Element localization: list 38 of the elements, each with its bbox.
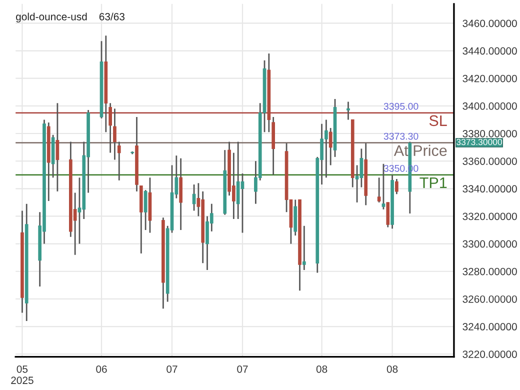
y-tick-label: 3420.00000 [462, 74, 517, 82]
candlestick [377, 176, 381, 204]
candlestick [144, 189, 148, 231]
y-tick-label: 3400.00000 [462, 102, 517, 110]
candlestick [328, 127, 332, 166]
x-tick-label: 08 [386, 365, 398, 373]
y-tick-label: 3220.00000 [462, 350, 517, 358]
ref-line-label: SL [429, 115, 447, 126]
annotation: 3395.00 [384, 102, 418, 110]
candlestick [386, 202, 390, 228]
text: 3373.30000 [456, 138, 502, 146]
candlestick [395, 178, 398, 195]
y-tick-label: 3300.00000 [462, 240, 517, 248]
y-tick-label: 3320.00000 [462, 212, 517, 220]
candlestick [117, 141, 121, 182]
y-tick-label: 3380.00000 [462, 130, 517, 138]
x-tick-label: 08 [316, 365, 328, 373]
y-tick-label: 3360.00000 [462, 158, 517, 165]
candlestick [236, 141, 240, 220]
annotation: 63/63 [99, 12, 124, 20]
annotation: gold-ounce-usd [16, 12, 87, 22]
candlestick [346, 101, 350, 120]
y-tick-label: 3240.00000 [462, 323, 517, 330]
annotation: 3373.30 [384, 132, 418, 140]
x-tick-label: 06 [96, 365, 107, 373]
x-tick-label: 05 2025 [11, 365, 34, 384]
y-tick-label: 3280.00000 [462, 268, 517, 276]
x-tick-label: 07 [237, 365, 248, 373]
candlestick [360, 148, 364, 188]
x-tick-label: 07 [166, 365, 178, 373]
y-tick-label: 3460.00000 [462, 20, 517, 28]
candlestick [240, 172, 244, 234]
candlestick [302, 225, 306, 271]
y-tick-label: 3340.00000 [462, 185, 517, 193]
ref-line-label: TP1 [420, 177, 447, 188]
candlestick [382, 163, 386, 210]
y-tick-label: 3440.00000 [462, 47, 517, 55]
y-tick-label: 3260.00000 [462, 295, 517, 303]
